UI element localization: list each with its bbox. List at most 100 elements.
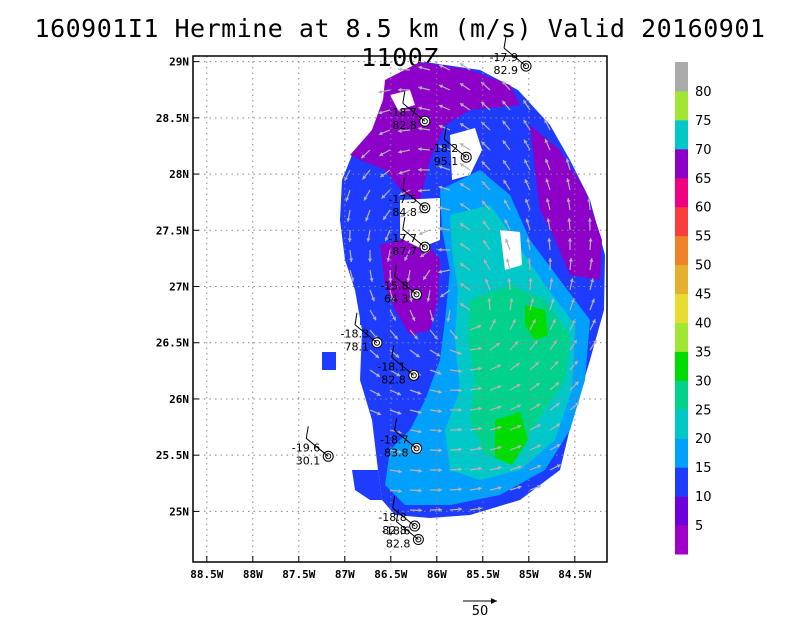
- color-bar-label: 40: [695, 316, 712, 331]
- wind-vector-head: [528, 278, 533, 282]
- lon-tick-label: 85W: [519, 568, 539, 581]
- wind-vector-head: [392, 316, 396, 321]
- wind-vector-head: [504, 219, 509, 224]
- reference-vector: 50: [463, 598, 497, 618]
- reference-vector-label: 50: [472, 604, 489, 618]
- wind-vector-head: [477, 324, 482, 329]
- wind-vector-head: [523, 99, 527, 104]
- wind-vector-head: [503, 199, 508, 204]
- wind-vector-head: [361, 154, 366, 159]
- dropsonde-inner-ring: [415, 536, 422, 543]
- wind-vector-head: [362, 175, 367, 180]
- wind-vector-head: [438, 185, 443, 190]
- wind-vector-head: [398, 108, 402, 113]
- wind-vector-head: [478, 366, 482, 371]
- wind-vector-head: [418, 429, 422, 434]
- wind-barb-flag: [402, 217, 406, 230]
- wind-vector-head: [514, 341, 519, 346]
- dropsonde-temperature: -18.3: [341, 328, 369, 341]
- wind-vector-head: [404, 256, 409, 261]
- color-bar-label: 80: [695, 85, 712, 100]
- wind-vector-head: [517, 445, 522, 450]
- dropsonde-inner-ring: [421, 118, 428, 125]
- dropsonde-temperature: -17.5: [388, 193, 416, 206]
- graticule: [193, 56, 607, 562]
- wind-vector-head: [418, 126, 422, 131]
- lat-tick-label: 27.5N: [156, 224, 189, 237]
- wind-vector-head: [453, 335, 458, 340]
- color-bar-segment: [675, 409, 688, 439]
- wind-vector-head: [537, 464, 542, 469]
- wind-vector-head: [371, 297, 375, 302]
- wind-vector-head: [460, 143, 465, 147]
- wind-vector-head: [438, 487, 442, 493]
- wind-vector-head: [430, 317, 435, 322]
- wind-vector-head: [497, 465, 502, 470]
- wind-vector-head: [574, 381, 579, 386]
- wind-vector-head: [376, 392, 381, 396]
- wind-vector-head: [346, 218, 351, 222]
- wind-vector-head: [533, 340, 538, 345]
- wind-vector-head: [502, 100, 507, 105]
- wind-vector-head: [537, 484, 542, 489]
- wind-vector-head: [545, 178, 550, 183]
- wind-vector-head: [372, 316, 377, 321]
- wind-vector-head: [517, 465, 522, 470]
- wind-vector-head: [502, 120, 507, 125]
- wind-vector-head: [460, 123, 465, 127]
- wind-vector-head: [575, 402, 580, 407]
- wind-barb-flag: [394, 418, 398, 431]
- wind-vector-head: [402, 235, 406, 240]
- wind-vector-head: [457, 350, 462, 355]
- wind-vector-head: [398, 170, 403, 175]
- wind-vector-head: [483, 240, 487, 245]
- color-bar-segment: [675, 438, 688, 468]
- wind-vector-head: [367, 258, 373, 262]
- wind-vector-head: [536, 444, 541, 449]
- wind-vector-head: [481, 161, 486, 166]
- axis-labels: 88.5W 88W 87.5W 87W 86.5W 86W 85.5W 85W 84.5W 25N…: [156, 56, 592, 581]
- dropsonde: -18.782.8: [388, 91, 431, 132]
- wind-barb-flag: [305, 426, 309, 439]
- wind-vector-head: [398, 87, 402, 92]
- dropsonde-value: 78.1: [345, 341, 370, 354]
- dropsonde-temperature: -15.8: [380, 279, 408, 292]
- wind-vector-head: [375, 373, 380, 377]
- wind-vector-head: [438, 448, 442, 453]
- wind-vectors: [344, 62, 597, 513]
- dropsonde-value: 82.8: [392, 119, 417, 132]
- wind-vector-head: [438, 507, 442, 512]
- wind-vector-head: [565, 158, 570, 163]
- dropsonde-value: 87.7: [392, 245, 417, 258]
- wind-vector-head: [503, 179, 508, 184]
- wind-vector-head: [438, 409, 442, 414]
- color-bar-segment: [675, 62, 688, 92]
- lon-tick-label: 85.5W: [466, 568, 499, 581]
- dropsonde-temperature: -17.9: [490, 51, 518, 64]
- wind-vector-head: [460, 163, 465, 167]
- wind-barb-staff: [503, 47, 527, 67]
- field-west-blue: [322, 352, 336, 370]
- wind-vector-head: [415, 353, 420, 358]
- dropsonde-inner-ring: [374, 339, 380, 346]
- field-southwest-tail: [352, 470, 382, 500]
- wind-vector-head: [536, 424, 541, 428]
- wind-vector-head: [569, 278, 574, 283]
- lon-tick-label: 88W: [243, 568, 263, 581]
- wind-vector-head: [481, 101, 486, 106]
- wind-vector-head: [396, 372, 401, 377]
- wind-vector-head: [587, 218, 592, 222]
- wind-vector-head: [460, 283, 465, 287]
- dropsonde-inner-ring: [523, 63, 530, 70]
- dropsonde-value: 82.8: [381, 373, 406, 386]
- wind-vector-head: [458, 487, 462, 492]
- wind-vector-head: [460, 203, 465, 207]
- wind-vector-head: [516, 404, 521, 409]
- wind-barb-flag: [354, 312, 358, 325]
- wind-vector-head: [556, 464, 561, 469]
- wind-vector-head: [417, 390, 422, 395]
- wind-vector-head: [426, 298, 431, 302]
- wind-vector-head: [566, 178, 571, 183]
- wind-vector-head: [411, 317, 416, 321]
